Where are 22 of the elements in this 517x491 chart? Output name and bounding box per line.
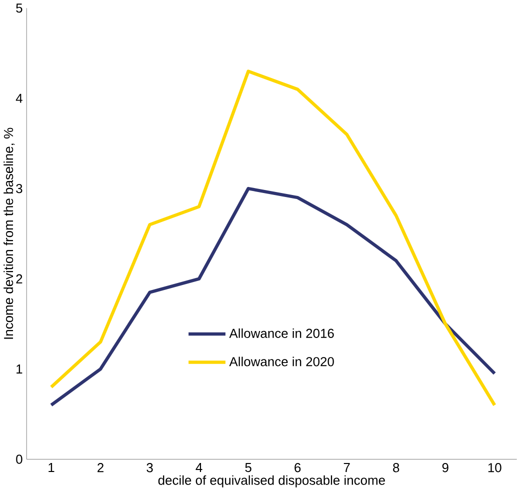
x-axis-title: decile of equivalised disposable income	[158, 475, 385, 488]
y-axis-title: Income devition from the baseline, %	[4, 128, 15, 339]
y-tick-label: 3	[16, 184, 22, 194]
line-series	[50, 70, 496, 407]
line-series	[50, 186, 496, 407]
x-tick-label: 9	[442, 463, 448, 472]
legend-label: Allowance in 2016	[229, 328, 334, 338]
y-tick-label: 4	[16, 94, 22, 103]
x-tick-label: 10	[488, 463, 502, 472]
y-tick-label: 5	[16, 4, 22, 13]
legend-label: Allowance in 2020	[229, 356, 334, 366]
y-tick-label: 2	[16, 274, 22, 284]
y-tick-label: 1	[16, 364, 22, 374]
x-tick-label: 8	[393, 463, 400, 472]
x-tick-label: 2	[98, 463, 104, 472]
x-tick-label: 5	[245, 463, 252, 472]
x-tick-label: 1	[48, 463, 54, 472]
x-tick-label: 6	[294, 463, 301, 472]
x-tick-label: 4	[196, 463, 202, 472]
x-tick-label: 3	[146, 463, 153, 472]
x-tick-label: 7	[344, 463, 350, 472]
y-tick-label: 0	[16, 454, 22, 464]
